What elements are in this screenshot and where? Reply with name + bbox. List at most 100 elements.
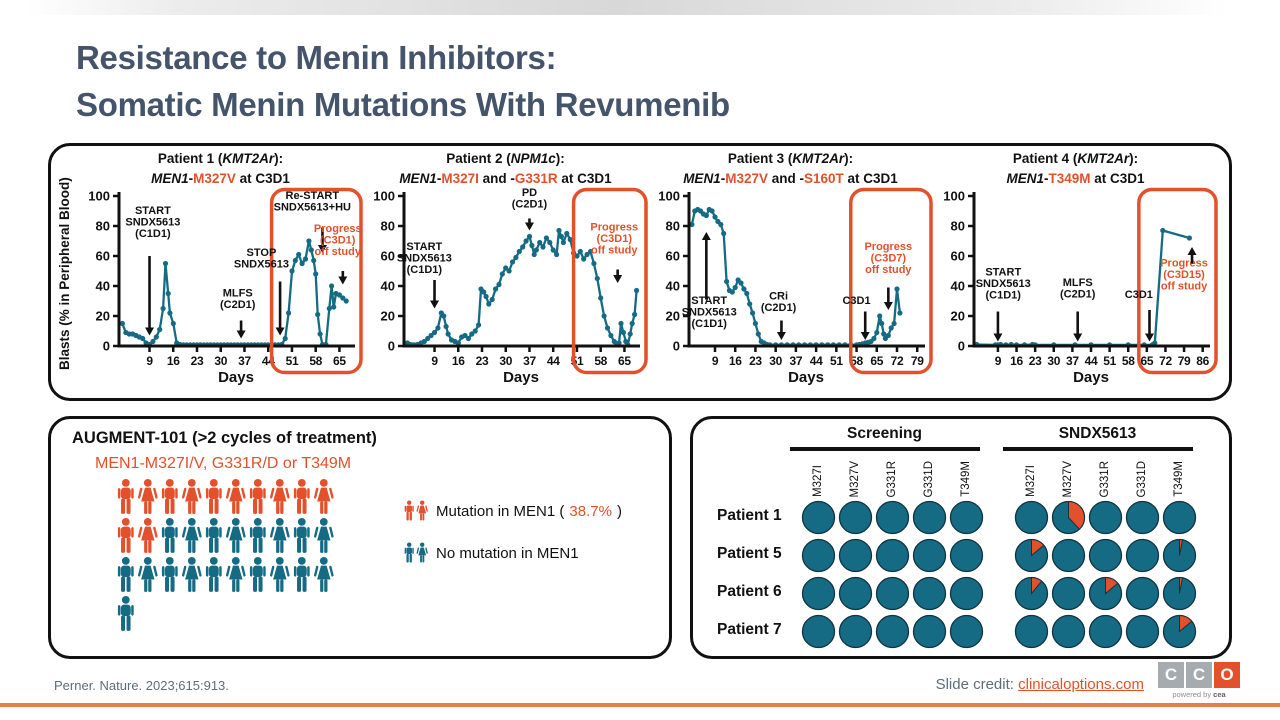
svg-text:37: 37 [790, 354, 803, 368]
svg-text:40: 40 [96, 279, 110, 294]
pie-chart [801, 500, 835, 534]
pie-cell [1088, 614, 1123, 654]
svg-text:MLFS(C2D1): MLFS (C2D1) [1060, 277, 1096, 301]
slide-credit-link[interactable]: clinicaloptions.com [1018, 676, 1144, 693]
svg-text:Days: Days [218, 369, 254, 386]
pie-chart [875, 500, 909, 534]
svg-text:23: 23 [476, 354, 489, 368]
svg-text:9: 9 [712, 354, 719, 368]
svg-text:80: 80 [96, 219, 110, 234]
y-axis-label: Blasts (% in Peripheral Blood) [57, 177, 72, 370]
svg-text:51: 51 [830, 354, 843, 368]
pie-chart [838, 614, 872, 648]
pie-cell [1125, 614, 1160, 654]
svg-text:60: 60 [381, 249, 395, 264]
pie-chart [1014, 576, 1048, 610]
augment-panel: AUGMENT-101 (>2 cycles of treatment) MEN… [48, 416, 672, 659]
svg-text:16: 16 [167, 354, 180, 368]
footer-divider [0, 703, 1280, 707]
pie-chart [838, 576, 872, 610]
patient-1-chart: Patient 1 (KMT2Ar): MEN1-M327V at C3D1 0 20… [78, 149, 363, 398]
pie-cell [1125, 500, 1160, 540]
legend-text: Mutation in MEN1 ( [436, 502, 565, 520]
chart-title: Patient 3 (KMT2Ar): MEN1-M327V and -S160T… [683, 151, 898, 186]
pie-chart [875, 576, 909, 610]
svg-text:100: 100 [88, 189, 110, 204]
svg-text:40: 40 [951, 279, 965, 294]
pie-cell [1088, 538, 1123, 578]
citation: Perner. Nature. 2023;615:913. [54, 678, 229, 693]
svg-text:23: 23 [749, 354, 762, 368]
pie-chart [875, 538, 909, 572]
pie-cell [912, 538, 947, 578]
legend-text: ) [616, 502, 622, 520]
female-person-icon [225, 479, 246, 514]
pie-chart [838, 538, 872, 572]
svg-text:80: 80 [666, 219, 680, 234]
svg-text:Progress(C3D1)off study: Progress (C3D1) off study [590, 222, 638, 257]
pie-cell [801, 614, 836, 654]
pie-chart [1125, 500, 1159, 534]
pie-chart [1125, 538, 1159, 572]
legend-item: No mutation in MEN1 [403, 541, 579, 565]
mutation-column-label: G331D [923, 460, 935, 497]
pie-row-label: Patient 5 [717, 545, 782, 562]
female-person-icon [225, 557, 246, 592]
svg-text:58: 58 [594, 354, 607, 368]
svg-text:51: 51 [286, 354, 299, 368]
chart-title: Patient 2 (NPM1c): MEN1-M327I and -G331R … [399, 151, 612, 186]
pie-row-label: Patient 6 [717, 583, 782, 600]
svg-text:100: 100 [658, 189, 680, 204]
pie-grid: Screening M327I M327V G331R G331D T349M SNDX56… [693, 419, 1229, 656]
pie-chart [1014, 614, 1048, 648]
female-person-icon [313, 479, 334, 514]
augment-heading: AUGMENT-101 (>2 cycles of treatment) [72, 429, 377, 447]
pie-chart [912, 500, 946, 534]
slide-title: Resistance to Menin Inhibitors: Somatic … [76, 34, 730, 128]
svg-text:9: 9 [431, 354, 438, 368]
female-person-icon [269, 479, 290, 514]
svg-text:16: 16 [452, 354, 465, 368]
mutation-column-label: T349M [960, 461, 972, 497]
male-person-icon [404, 542, 414, 563]
female-person-icon [137, 518, 158, 553]
mutation-column-label: T349M [1173, 461, 1185, 497]
male-person-icon [205, 557, 222, 592]
pie-row-label: Patient 7 [717, 621, 782, 638]
svg-text:16: 16 [1010, 354, 1023, 368]
pie-chart [801, 538, 835, 572]
pie-chart [838, 500, 872, 534]
mutation-column-label: M327V [849, 460, 861, 497]
female-person-icon [181, 518, 202, 553]
svg-text:72: 72 [1159, 354, 1172, 368]
pie-cell [1051, 576, 1086, 616]
mutation-column-label: M327I [812, 465, 824, 497]
slide-credit-label: Slide credit: [935, 676, 1019, 693]
pie-cell [875, 538, 910, 578]
patient-2-chart: Patient 2 (NPM1c): MEN1-M327I and -G331R … [363, 149, 648, 398]
svg-text:44: 44 [1085, 354, 1098, 368]
svg-text:58: 58 [1122, 354, 1135, 368]
pie-chart [949, 576, 983, 610]
pie-chart [1088, 614, 1122, 648]
svg-text:51: 51 [1103, 354, 1116, 368]
pie-group-underline [789, 447, 980, 451]
svg-text:MLFS(C2D1): MLFS (C2D1) [220, 288, 256, 312]
pie-cell [1088, 500, 1123, 540]
female-person-icon [269, 518, 290, 553]
pie-cell [1162, 538, 1197, 578]
pictogram [115, 479, 345, 640]
pie-cell [1088, 576, 1123, 616]
pie-chart [1051, 576, 1085, 610]
pie-cell [1014, 614, 1049, 654]
logo-tagline-brand: cea [1213, 690, 1226, 699]
female-person-icon [313, 557, 334, 592]
pie-chart [912, 538, 946, 572]
pie-chart [1088, 576, 1122, 610]
svg-text:72: 72 [891, 354, 904, 368]
svg-text:20: 20 [96, 309, 110, 324]
